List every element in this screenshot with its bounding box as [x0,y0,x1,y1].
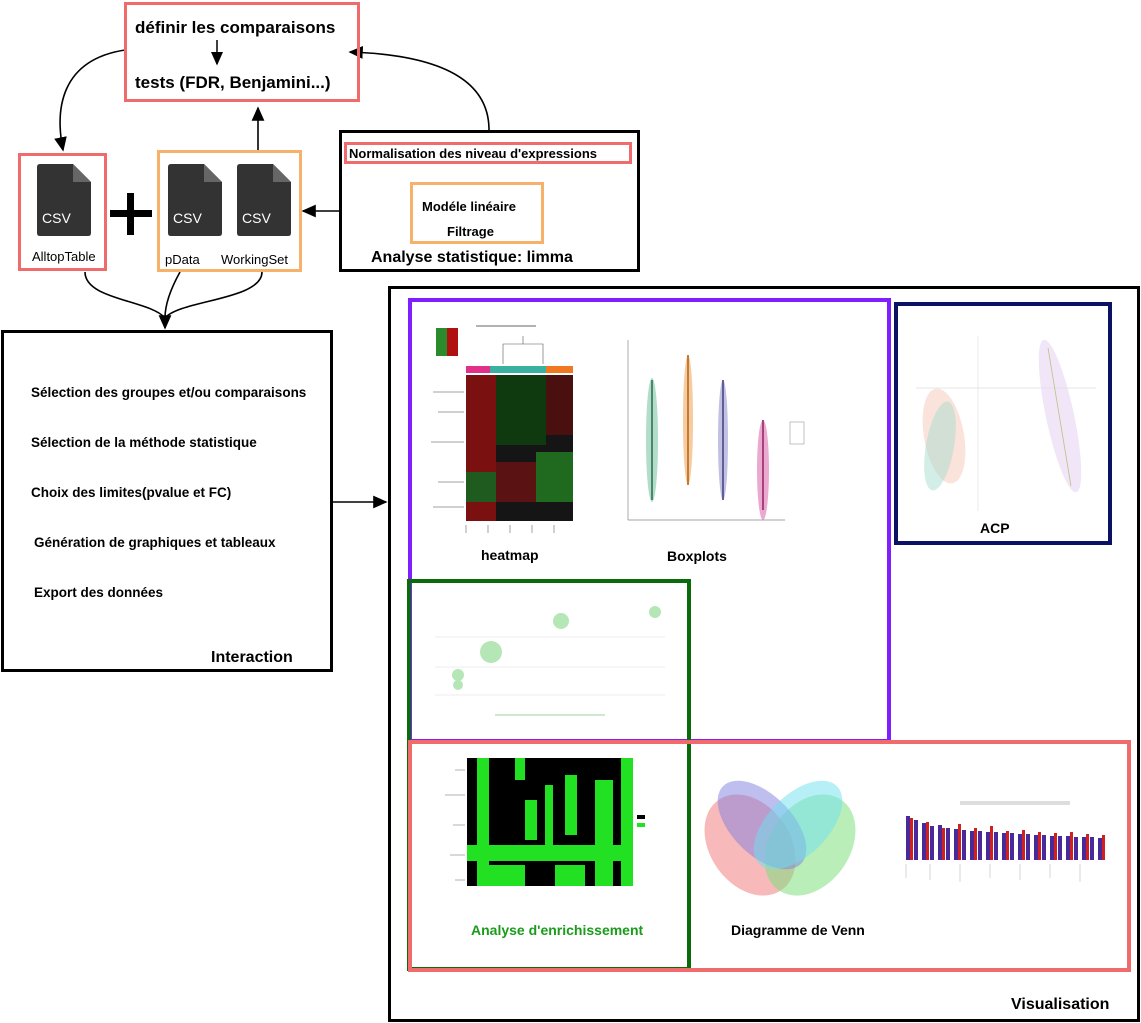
pdata-workingset-box: CSV CSV pData WorkingSet [157,150,302,272]
pdata-label: pData [165,252,200,267]
visualisation-title: Visualisation [1011,996,1110,1013]
limma-box: Normalisation des niveau d'expressions M… [339,130,640,272]
enrichment-label: Analyse d'enrichissement [471,922,644,938]
boxplots-thumbnail [620,330,810,530]
visualisation-box [388,286,1140,1022]
venn-panel [408,740,1131,972]
model-filter-box: Modéle linéaire Filtrage [410,182,544,244]
interaction-item: Sélection des groupes et/ou comparaisons [31,385,307,400]
venn-diagram-thumbnail [700,760,860,900]
acp-panel: ACP [894,302,1112,545]
csv-file-icon: CSV [237,164,291,236]
alltoptable-box: CSV AlltopTable [18,153,107,271]
linear-model-text: Modéle linéaire [422,199,516,214]
limma-title: Analyse statistique: limma [371,249,573,266]
comparisons-box: définir les comparaisons tests (FDR, Ben… [124,2,360,102]
interaction-box: Sélection des groupes et/ou comparaisons… [1,330,333,672]
bubble-plot-thumbnail [425,595,675,725]
csv-file-icon: CSV [168,164,222,236]
heatmap-thumbnail [428,322,578,534]
csv-file-icon: CSV [37,164,91,236]
csv-icon-label: CSV [173,210,202,226]
acp-label: ACP [980,520,1010,536]
filtering-text: Filtrage [447,224,494,239]
heatmap-label: heatmap [481,547,539,563]
boxplots-label: Boxplots [667,548,727,564]
interaction-item: Génération de graphiques et tableaux [34,535,276,550]
venn-label: Diagramme de Venn [731,922,865,938]
workingset-label: WorkingSet [221,252,288,267]
alltoptable-label: AlltopTable [32,249,96,264]
csv-icon-label: CSV [242,210,271,226]
interaction-title: Interaction [211,649,293,666]
interaction-item: Export des données [34,585,164,600]
csv-icon-label: CSV [42,210,71,226]
interaction-item: Choix des limites(pvalue et FC) [31,485,232,500]
interaction-item: Sélection de la méthode statistique [31,435,257,450]
tests-text: tests (FDR, Benjamini...) [135,73,331,92]
normalisation-text: Normalisation des niveau d'expressions [349,146,598,161]
define-comparisons-text: définir les comparaisons [135,18,336,37]
normalisation-box: Normalisation des niveau d'expressions [344,142,632,164]
plus-icon [110,193,152,235]
bar-chart-thumbnail [900,798,1110,888]
acp-thumbnail [906,326,1106,516]
enrichment-heatmap-thumbnail [425,755,655,905]
